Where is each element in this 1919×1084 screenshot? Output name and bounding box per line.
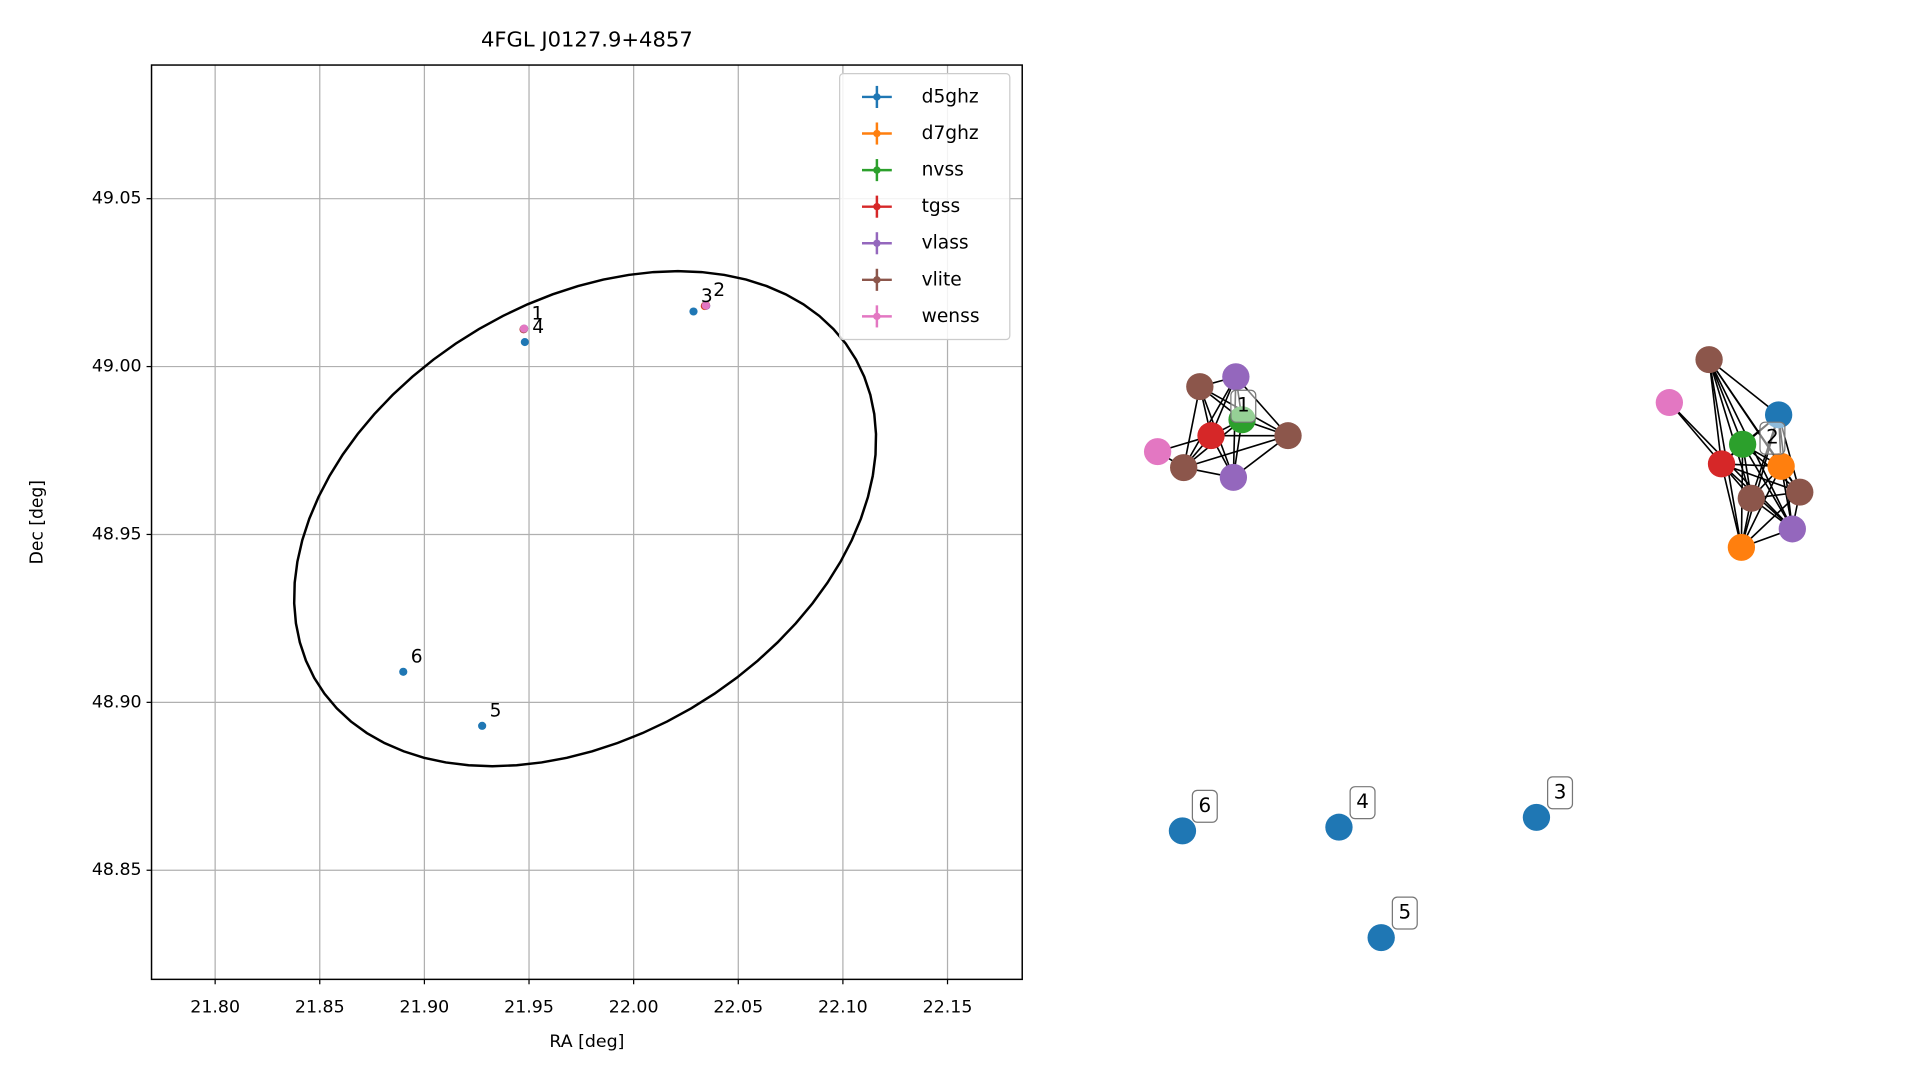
node — [1170, 454, 1198, 482]
legend-swatch — [873, 276, 881, 284]
edge — [1720, 463, 1743, 548]
node — [1737, 484, 1765, 512]
node — [1728, 430, 1757, 458]
x-tick-label: 21.80 — [190, 998, 240, 1018]
legend-label: tgss — [922, 196, 961, 217]
node — [1727, 533, 1756, 561]
node — [1707, 450, 1736, 478]
node — [1325, 813, 1353, 841]
edge — [1708, 359, 1723, 465]
edge — [1182, 386, 1201, 468]
node — [1767, 452, 1795, 480]
legend-label: d7ghz — [922, 123, 979, 144]
legend-label: vlass — [922, 233, 969, 254]
legend-swatch — [873, 312, 881, 321]
point — [519, 324, 529, 333]
legend-label: vlite — [922, 269, 962, 290]
legend-swatch — [873, 93, 881, 101]
edge — [1708, 359, 1753, 499]
legend-label: wenss — [922, 306, 980, 327]
x-tick-label: 22.10 — [818, 998, 868, 1018]
x-tick-label: 21.90 — [400, 998, 450, 1018]
node-label: 2 — [1766, 426, 1779, 449]
annotation: 5 — [490, 701, 502, 722]
edge — [1708, 359, 1744, 445]
label-box — [1191, 789, 1218, 823]
x-tick-label: 22.15 — [923, 998, 973, 1018]
annotation: 2 — [713, 280, 725, 301]
chart-title: 4FGL J0127.9+4857 — [481, 28, 693, 52]
legend-swatch — [873, 202, 881, 211]
edge — [1741, 443, 1794, 530]
node-label: 4 — [1356, 790, 1369, 813]
edge — [1721, 463, 1801, 493]
edge — [1183, 434, 1289, 469]
node — [1274, 422, 1302, 450]
annotation: 1 — [531, 303, 543, 324]
annotation: 3 — [701, 286, 713, 307]
label-box — [1391, 896, 1418, 930]
y-axis-label: Dec [deg] — [27, 480, 47, 564]
point — [520, 338, 529, 347]
label-box — [1349, 786, 1376, 820]
point — [689, 307, 698, 316]
y-tick-label: 49.00 — [92, 357, 142, 377]
node — [1367, 924, 1395, 952]
label-box — [1230, 389, 1257, 423]
legend-label: d5ghz — [922, 87, 979, 108]
node — [1695, 346, 1723, 374]
annotation: 4 — [532, 317, 544, 338]
y-tick-label: 48.90 — [92, 692, 142, 712]
legend-label: nvss — [922, 160, 964, 181]
y-tick-label: 48.95 — [92, 525, 142, 545]
plot-frame — [150, 64, 1023, 981]
point — [478, 721, 487, 730]
x-axis-label: RA [deg] — [549, 1032, 624, 1052]
legend-swatch — [873, 166, 881, 174]
node-label: 5 — [1398, 901, 1411, 924]
node — [1219, 463, 1248, 491]
point — [701, 301, 710, 310]
point — [399, 667, 408, 676]
x-tick-label: 22.05 — [713, 998, 763, 1018]
edge — [1708, 358, 1780, 416]
node — [1186, 373, 1214, 401]
legend-swatch — [873, 129, 881, 138]
node — [1522, 803, 1551, 831]
node — [1778, 515, 1806, 543]
node — [1786, 478, 1814, 506]
edge — [1182, 376, 1237, 468]
x-tick-label: 21.85 — [295, 998, 345, 1018]
node — [1143, 438, 1172, 466]
x-tick-label: 21.95 — [504, 998, 554, 1018]
annotation: 6 — [411, 647, 423, 668]
node-label: 3 — [1554, 780, 1567, 803]
node-label: 1 — [1237, 394, 1250, 417]
x-tick-label: 22.00 — [609, 998, 659, 1018]
legend-box — [839, 73, 1011, 341]
label-box — [1546, 776, 1574, 810]
node — [1168, 817, 1197, 845]
node — [1655, 389, 1684, 417]
label-box — [1759, 421, 1786, 455]
node — [1197, 422, 1225, 450]
y-tick-label: 49.05 — [92, 189, 142, 209]
legend-swatch — [873, 239, 881, 247]
node-label: 6 — [1198, 794, 1211, 817]
y-tick-label: 48.85 — [92, 860, 142, 880]
node — [1222, 363, 1250, 391]
localization-ellipse — [292, 269, 878, 768]
